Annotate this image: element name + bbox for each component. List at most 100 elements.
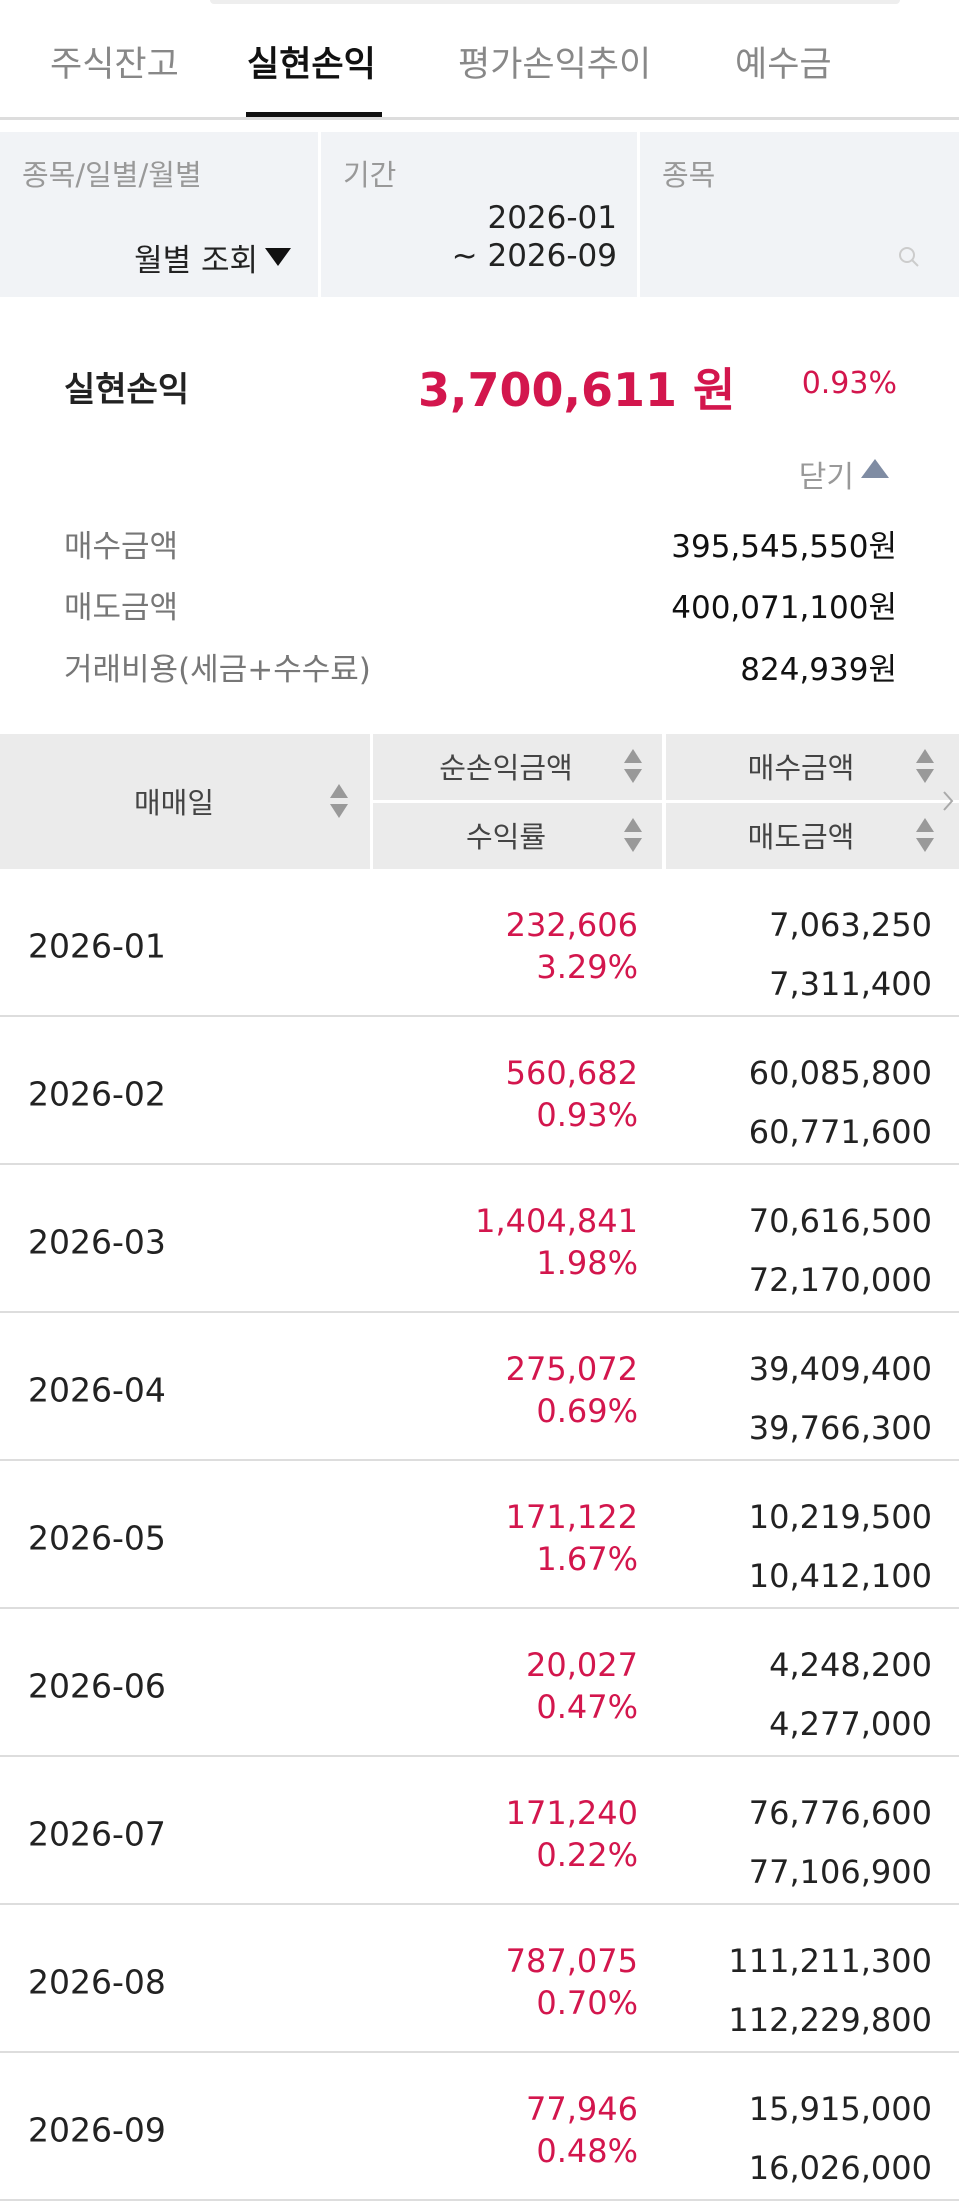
sell-amount: 77,106,900 <box>748 1853 932 1891</box>
filter-stock[interactable]: 종목 <box>640 132 959 297</box>
date: 2026-08 <box>28 1962 166 2002</box>
tab[interactable]: 실현손익 <box>247 45 376 85</box>
sell-amount: 7,311,400 <box>769 965 932 1003</box>
sell-amount: 10,412,100 <box>748 1557 932 1595</box>
buy-amount: 10,219,500 <box>748 1498 932 1536</box>
rate: 0.22% <box>536 1836 638 1874</box>
profit: 20,027 <box>526 1646 638 1684</box>
date: 2026-07 <box>28 1814 166 1854</box>
rate: 1.67% <box>536 1540 638 1578</box>
buy-amount: 15,915,000 <box>748 2090 932 2128</box>
table-row[interactable]: 2026-02 560,682 0.93% 60,085,800 60,771,600 <box>0 1017 959 1165</box>
scroll-right-icon[interactable] <box>942 790 954 812</box>
buy-amount: 70,616,500 <box>748 1202 932 1240</box>
header-text: 순손익금액 <box>439 751 573 785</box>
rate: 3.29% <box>536 948 638 986</box>
table-row[interactable]: 2026-07 171,240 0.22% 76,776,600 77,106,900 <box>0 1757 959 1905</box>
rate: 0.48% <box>536 2132 638 2170</box>
detail-label: 매수금액 <box>64 529 179 565</box>
header-text: 매도금액 <box>747 820 855 854</box>
profit: 77,946 <box>526 2090 638 2128</box>
header-cell[interactable] <box>666 734 959 800</box>
table-row[interactable]: 2026-06 20,027 0.47% 4,248,200 4,277,000 <box>0 1609 959 1757</box>
date: 2026-03 <box>28 1222 166 1262</box>
filter-label: 기간 <box>343 158 397 192</box>
sort-icon[interactable] <box>623 746 643 786</box>
summary-amount: 3,700,611 원 <box>418 363 736 417</box>
date: 2026-02 <box>28 1074 166 1114</box>
table-row[interactable]: 2026-09 77,946 0.48% 15,915,000 16,026,000 <box>0 2053 959 2201</box>
rate: 0.69% <box>536 1392 638 1430</box>
date: 2026-04 <box>28 1370 166 1410</box>
buy-amount: 4,248,200 <box>769 1646 932 1684</box>
tab[interactable]: 예수금 <box>735 45 832 85</box>
header-cell[interactable] <box>373 803 662 869</box>
rate: 0.47% <box>536 1688 638 1726</box>
buy-amount: 76,776,600 <box>748 1794 932 1832</box>
profit: 171,240 <box>505 1794 638 1832</box>
date: 2026-01 <box>28 926 166 966</box>
table-row[interactable]: 2026-08 787,075 0.70% 111,211,300 112,229,80… <box>0 1905 959 2053</box>
table-row[interactable]: 2026-05 171,122 1.67% 10,219,500 10,412,100 <box>0 1461 959 1609</box>
profit: 1,404,841 <box>475 1202 638 1240</box>
period-start: 2026-01 <box>487 200 617 236</box>
filter-value: 월별 조회 <box>134 243 258 279</box>
table-row[interactable]: 2026-01 232,606 3.29% 7,063,250 7,311,400 <box>0 869 959 1017</box>
header-text: 수익률 <box>465 820 547 854</box>
table-row[interactable]: 2026-04 275,072 0.69% 39,409,400 39,766,300 <box>0 1313 959 1461</box>
header-cell[interactable] <box>666 803 959 869</box>
detail-value: 824,939원 <box>740 652 897 688</box>
sort-icon[interactable] <box>329 781 349 821</box>
divider <box>0 117 959 120</box>
top-handle <box>210 0 900 4</box>
detail-value: 400,071,100원 <box>671 590 897 626</box>
date: 2026-05 <box>28 1518 166 1558</box>
buy-amount: 111,211,300 <box>728 1942 932 1980</box>
detail-label: 거래비용(세금+수수료) <box>64 652 371 688</box>
filter-label: 종목 <box>662 158 716 192</box>
sell-amount: 4,277,000 <box>769 1705 932 1743</box>
sort-icon[interactable] <box>915 815 935 855</box>
header-cell[interactable] <box>0 734 370 869</box>
sell-amount: 16,026,000 <box>748 2149 932 2187</box>
sort-icon[interactable] <box>623 815 643 855</box>
date: 2026-06 <box>28 1666 166 1706</box>
summary-rate: 0.93% <box>801 366 897 401</box>
buy-amount: 60,085,800 <box>748 1054 932 1092</box>
period-end: ~ 2026-09 <box>451 238 617 274</box>
dropdown-icon <box>265 248 291 266</box>
buy-amount: 7,063,250 <box>769 906 932 944</box>
filter-type[interactable]: 종목/일별/월별 월별 조회 <box>0 132 318 297</box>
profit: 787,075 <box>505 1942 638 1980</box>
sell-amount: 112,229,800 <box>728 2001 932 2039</box>
detail-value: 395,545,550원 <box>671 529 897 565</box>
profit: 232,606 <box>505 906 638 944</box>
rate: 0.70% <box>536 1984 638 2022</box>
sell-amount: 39,766,300 <box>748 1409 932 1447</box>
summary-label: 실현손익 <box>64 370 190 410</box>
sort-icon[interactable] <box>915 746 935 786</box>
tab[interactable]: 주식잔고 <box>50 45 179 85</box>
filter-label: 종목/일별/월별 <box>22 158 202 192</box>
date: 2026-09 <box>28 2110 166 2150</box>
table-row[interactable]: 2026-03 1,404,841 1.98% 70,616,500 72,170,00… <box>0 1165 959 1313</box>
header-text: 매수금액 <box>747 751 855 785</box>
sell-amount: 60,771,600 <box>748 1113 932 1151</box>
toggle-label[interactable]: 닫기 <box>798 460 854 495</box>
buy-amount: 39,409,400 <box>748 1350 932 1388</box>
profit: 560,682 <box>505 1054 638 1092</box>
rate: 0.93% <box>536 1096 638 1134</box>
tab[interactable]: 평가손익추이 <box>458 45 652 85</box>
sell-amount: 72,170,000 <box>748 1261 932 1299</box>
profit: 171,122 <box>505 1498 638 1536</box>
filter-period[interactable]: 기간 2026-01 ~ 2026-09 <box>321 132 637 297</box>
tab-indicator <box>246 112 382 117</box>
header-text: 매매일 <box>133 786 215 820</box>
profit: 275,072 <box>505 1350 638 1388</box>
rate: 1.98% <box>536 1244 638 1282</box>
search-icon <box>899 247 919 267</box>
header-cell[interactable] <box>373 734 662 800</box>
detail-label: 매도금액 <box>64 590 179 626</box>
toggle-icon[interactable] <box>861 459 889 478</box>
